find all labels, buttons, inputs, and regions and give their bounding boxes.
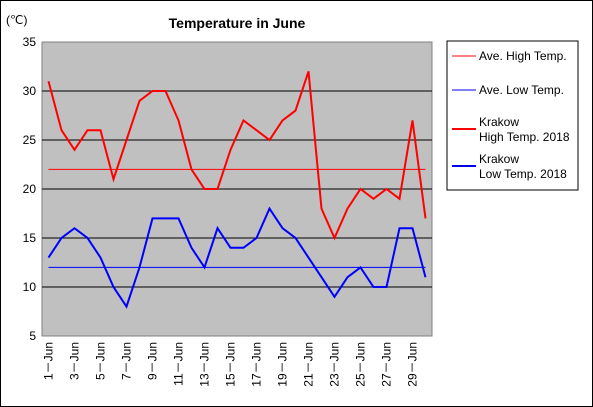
y-tick-label: 10 [23, 280, 37, 294]
x-tick-label: 13－Jun [198, 342, 212, 387]
y-tick-label: 30 [23, 84, 37, 98]
x-tick-label: 3－Jun [68, 342, 82, 380]
x-tick-label: 11－Jun [172, 342, 186, 386]
x-tick-label: 17－Jun [250, 342, 264, 387]
x-axis: 1－Jun 3－Jun 5－Jun 7－Jun 9－Jun 11－Jun 13－Jun 15－… [42, 342, 420, 387]
y-axis: 5 10 15 20 25 30 35 [23, 35, 37, 343]
x-tick-label: 29－Jun [406, 342, 420, 387]
x-tick-label: 5－Jun [94, 342, 108, 380]
x-tick-label: 9－Jun [146, 342, 160, 380]
y-tick-label: 35 [23, 35, 37, 49]
x-tick-label: 23－Jun [328, 342, 342, 387]
y-tick-label: 5 [29, 329, 36, 343]
legend-label: Low Temp. 2018 [479, 167, 567, 181]
legend-label: Krakow [479, 115, 519, 129]
plot-area [41, 41, 433, 337]
legend-label: High Temp. 2018 [479, 130, 570, 144]
x-tick-label: 25－Jun [354, 342, 368, 387]
x-tick-label: 27－Jun [380, 342, 394, 387]
legend-label: Ave. Low Temp. [479, 83, 564, 97]
y-tick-label: 15 [23, 231, 37, 245]
x-tick-label: 21－Jun [302, 342, 316, 387]
legend: Ave. High Temp.Ave. Low Temp.KrakowHigh … [446, 40, 579, 191]
x-tick-label: 7－Jun [120, 342, 134, 380]
krakow-high-line [47, 71, 427, 241]
y-tick-label: 20 [23, 182, 37, 196]
y-tick-label: 25 [23, 133, 37, 147]
x-tick-label: 15－Jun [224, 342, 238, 387]
legend-label: Krakow [479, 152, 519, 166]
x-tick-label: 19－Jun [276, 342, 290, 387]
legend-label: Ave. High Temp. [479, 49, 567, 63]
krakow-low-line [47, 206, 427, 309]
chart-title: Temperature in June [169, 15, 306, 31]
unit-label: (℃) [6, 13, 27, 27]
x-tick-label: 1－Jun [42, 342, 56, 380]
